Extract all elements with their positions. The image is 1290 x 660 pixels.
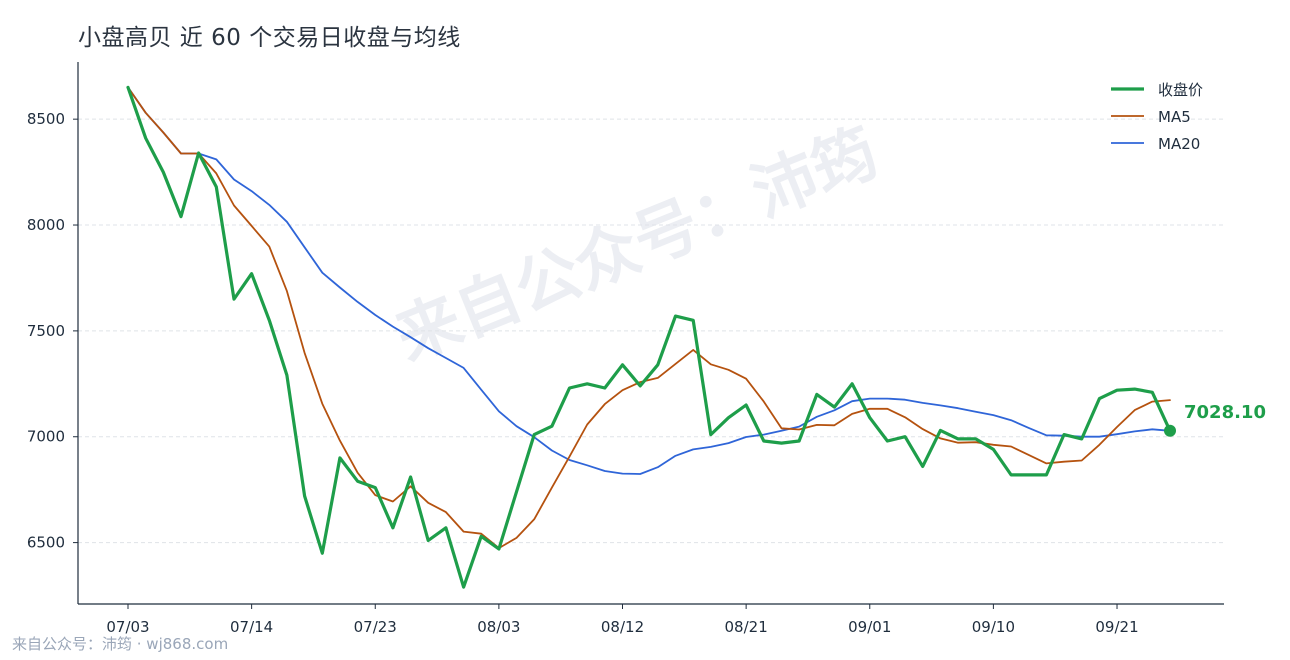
x-tick-label: 08/03 [477, 618, 520, 636]
x-tick-label: 07/14 [230, 618, 273, 636]
footer-credit: 来自公众号：沛筠 · wj868.com [12, 635, 229, 653]
legend-label: MA5 [1158, 108, 1191, 126]
y-tick-label: 8500 [27, 110, 65, 128]
series-line-0 [126, 85, 1172, 589]
x-tick-label: 09/10 [972, 618, 1015, 636]
grid-lines [78, 118, 1224, 544]
series-line-2 [127, 86, 1171, 475]
y-tick-label: 8000 [27, 216, 65, 234]
y-tick-label: 6500 [27, 534, 65, 552]
axes [73, 62, 1224, 609]
x-tick-label: 08/12 [601, 618, 644, 636]
last-point-marker [1164, 424, 1176, 437]
legend-label: 收盘价 [1158, 81, 1203, 99]
legend: 收盘价 MA5 MA20 [1111, 81, 1203, 153]
x-tick-label: 08/21 [725, 618, 768, 636]
chart-title: 小盘高贝 近 60 个交易日收盘与均线 [78, 25, 461, 51]
x-tick-label: 09/21 [1095, 618, 1138, 636]
y-tick-label: 7500 [27, 322, 65, 340]
tick-labels: 6500 7000 7500 8000 8500 07/03 07/14 07/23 08/03… [27, 110, 1139, 636]
series-line-1 [127, 86, 1171, 549]
series-lines: 7028.10 [126, 85, 1266, 589]
x-tick-label: 07/23 [354, 618, 397, 636]
watermark-text: 来自公众号：沛筠 [386, 115, 888, 375]
x-tick-label: 07/03 [106, 618, 149, 636]
legend-label: MA20 [1158, 135, 1200, 153]
last-value-label: 7028.10 [1184, 402, 1266, 423]
y-tick-label: 7000 [27, 428, 65, 446]
x-tick-label: 09/01 [848, 618, 891, 636]
